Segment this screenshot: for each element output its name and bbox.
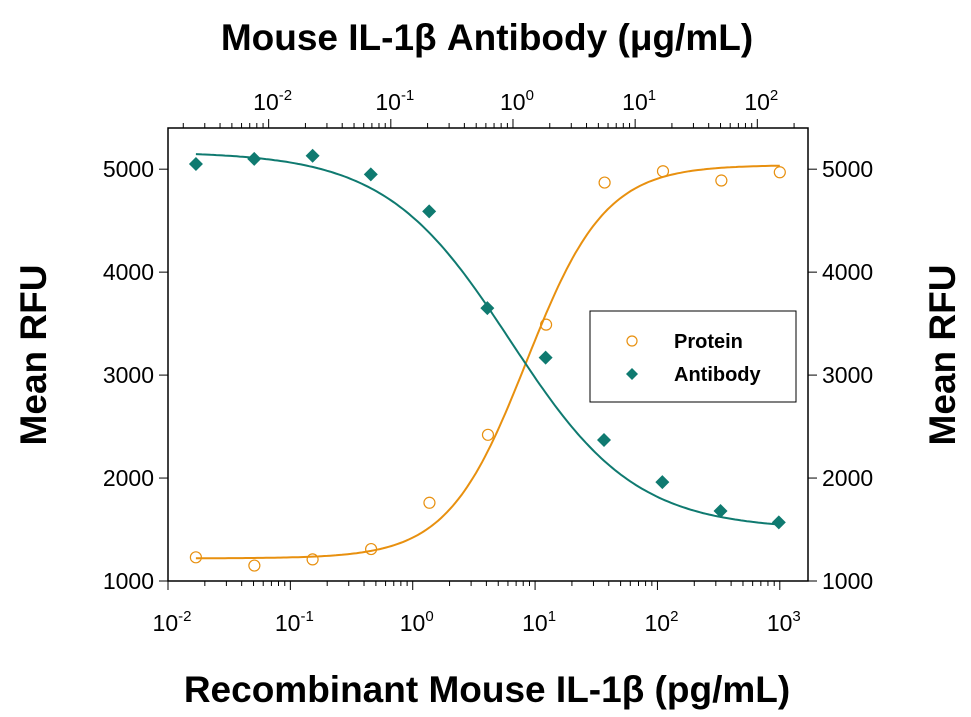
y2-tick-label: 2000 — [822, 465, 873, 491]
legend-antibody-marker — [626, 368, 638, 380]
y-tick-label: 2000 — [103, 465, 154, 491]
protein-point — [773, 166, 786, 179]
legend: Protein Antibody — [589, 310, 797, 403]
legend-antibody-label: Antibody — [674, 364, 762, 386]
fit-curve-protein — [195, 164, 780, 560]
antibody-point — [422, 204, 437, 219]
antibody-point — [771, 515, 786, 530]
x-tick-label: 10-1 — [275, 608, 314, 636]
y2-tick-label: 4000 — [822, 259, 873, 285]
x-tick-label: 102 — [644, 608, 678, 636]
y-tick-label: 4000 — [103, 259, 154, 285]
antibody-point — [655, 475, 670, 490]
y-axis-label: Mean RFU — [13, 265, 54, 446]
y2-axis-label: Mean RFU — [922, 265, 963, 446]
antibody-point — [596, 432, 611, 447]
y2-tick-label: 3000 — [822, 362, 873, 388]
antibody-point — [713, 503, 728, 518]
legend-protein-marker — [626, 335, 638, 347]
y-tick-label: 5000 — [103, 156, 154, 182]
protein-point — [365, 542, 378, 556]
x-tick-label: 100 — [400, 608, 434, 636]
y-tick-label: 1000 — [103, 568, 154, 594]
protein-point — [248, 559, 261, 572]
y2-tick-label: 5000 — [822, 156, 873, 182]
x-tick-label: 10-2 — [153, 608, 192, 636]
antibody-point — [538, 350, 553, 365]
x2-tick-label: 10-1 — [375, 87, 414, 115]
protein-point — [306, 553, 319, 566]
legend-protein-label: Protein — [674, 331, 743, 353]
antibody-point — [247, 151, 262, 166]
x-axis-label: Recombinant Mouse IL-1β (pg/mL) — [184, 669, 790, 710]
legend-box — [589, 310, 797, 403]
x-tick-label: 103 — [767, 608, 801, 636]
protein-point — [598, 176, 611, 189]
x2-tick-label: 102 — [744, 87, 778, 115]
protein-point — [656, 165, 670, 178]
x2-tick-label: 101 — [622, 87, 656, 115]
protein-point — [481, 428, 495, 441]
chart-title: Mouse IL-1β Antibody (μg/mL) — [221, 17, 753, 58]
antibody-point — [363, 167, 378, 182]
y2-tick-label: 1000 — [822, 568, 873, 594]
protein-point — [189, 551, 202, 564]
protein-point — [423, 496, 436, 509]
antibody-point — [305, 148, 320, 163]
protein-point — [715, 174, 728, 187]
plot-frame — [167, 127, 809, 582]
x2-tick-label: 10-2 — [253, 87, 292, 115]
x2-tick-label: 100 — [500, 87, 534, 115]
x-tick-label: 101 — [522, 608, 556, 636]
antibody-point — [188, 157, 203, 172]
protein-point — [539, 318, 553, 331]
y-tick-label: 3000 — [103, 362, 154, 388]
antibody-point — [480, 301, 495, 316]
